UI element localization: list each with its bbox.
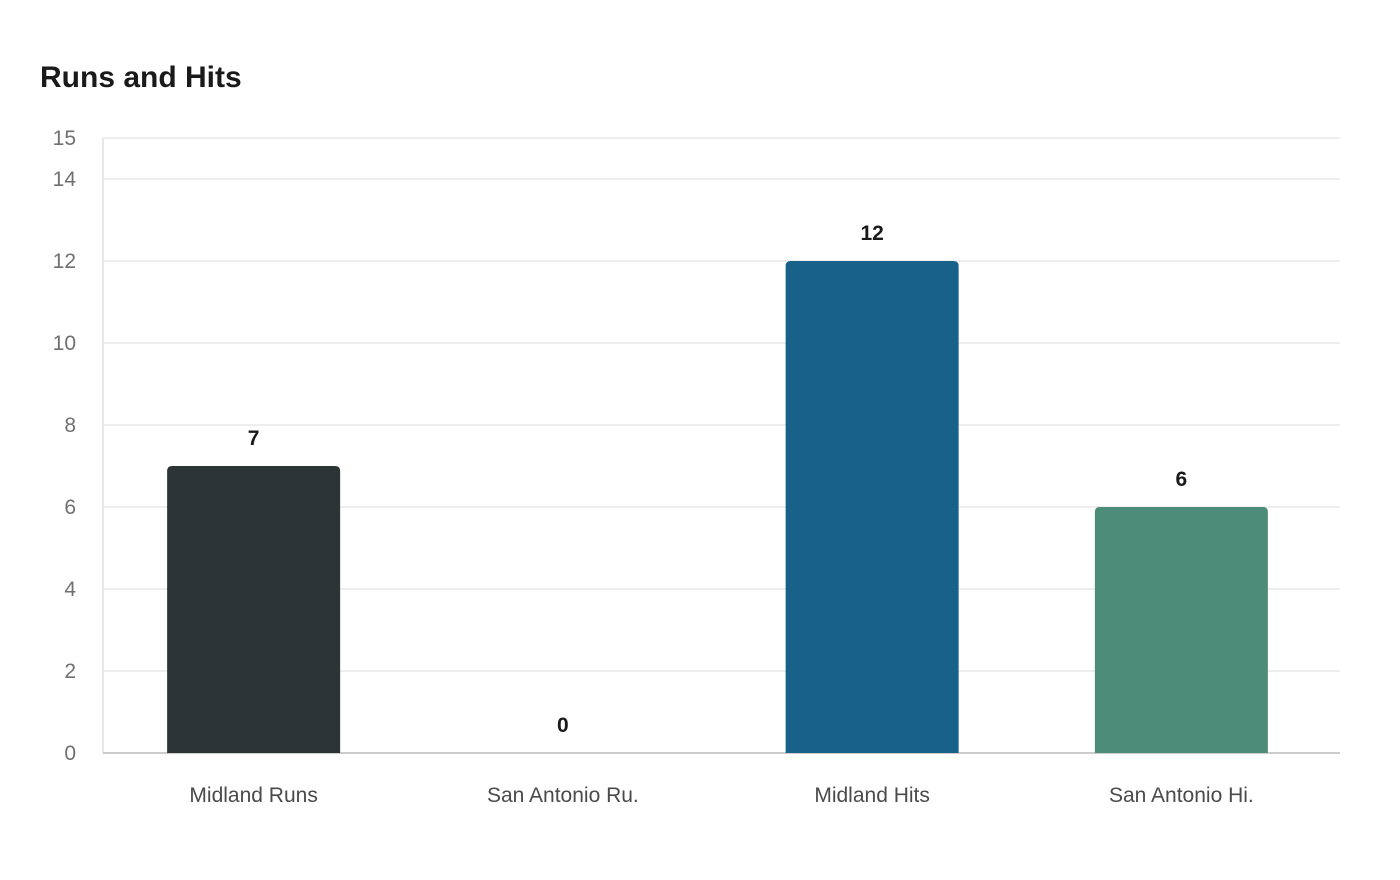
y-tick-label: 12 — [53, 250, 76, 273]
y-tick-label: 6 — [64, 496, 76, 519]
bar-midland-hits — [785, 261, 959, 753]
bar-san-antonio-hi — [1094, 507, 1268, 753]
bar-value-label: 12 — [860, 222, 883, 245]
chart-title: Runs and Hits — [40, 61, 242, 94]
y-tick-label: 0 — [64, 742, 76, 765]
y-tick-label: 14 — [53, 168, 77, 191]
bar-value-label: 7 — [248, 427, 260, 450]
bars — [167, 261, 1268, 753]
bar-value-label: 0 — [557, 714, 569, 737]
bar-midland-runs — [167, 466, 341, 753]
y-tick-label: 4 — [64, 578, 76, 601]
x-category-label: Midland Runs — [189, 784, 317, 807]
x-category-label: Midland Hits — [814, 784, 930, 807]
x-category-label: San Antonio Hi. — [1109, 784, 1254, 807]
y-tick-label: 8 — [64, 414, 76, 437]
labels: 7 Midland Runs 0 San Antonio Ru. 12 Midland H… — [189, 222, 1253, 807]
x-category-label: San Antonio Ru. — [487, 784, 639, 807]
y-tick-label: 2 — [64, 660, 76, 683]
y-tick-label: 10 — [53, 332, 76, 355]
bar-value-label: 6 — [1176, 468, 1188, 491]
y-tick-label: 15 — [53, 127, 76, 150]
